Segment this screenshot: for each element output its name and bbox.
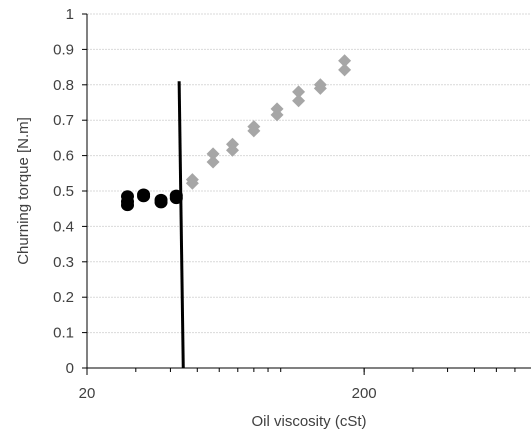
y-tick-labels: 0 0.1 0.2 0.3 0.4 0.5 0.6 0.7 0.8 0.9 1 xyxy=(53,6,87,377)
y-tick-label: 0.3 xyxy=(53,254,74,271)
data-point-diamond xyxy=(185,176,199,190)
x-tick-label: 200 xyxy=(352,385,377,402)
data-point-diamond xyxy=(313,81,327,95)
x-minor-ticks xyxy=(135,368,516,372)
data-point-circle xyxy=(169,192,183,205)
x-tick-labels: 20 200 xyxy=(79,368,377,402)
data-point-diamond xyxy=(292,94,306,108)
y-tick-label: 0.8 xyxy=(53,77,74,94)
data-point-circle xyxy=(137,190,151,203)
data-point-diamond xyxy=(338,63,352,77)
data-point-diamond xyxy=(226,143,240,157)
grid-lines xyxy=(87,13,531,334)
annotations xyxy=(177,81,185,369)
y-tick-label: 0.6 xyxy=(53,148,74,165)
y-tick-label: 0 xyxy=(66,360,74,377)
vertical-marker-line xyxy=(177,81,185,369)
data-point-diamond xyxy=(247,124,261,138)
x-axis-title: Oil viscosity (cSt) xyxy=(251,413,366,430)
data-point-diamond xyxy=(206,155,220,169)
y-tick-label: 0.4 xyxy=(53,218,74,235)
y-tick-label: 0.9 xyxy=(53,41,74,58)
y-tick-label: 0.5 xyxy=(53,183,74,200)
y-tick-label: 0.7 xyxy=(53,112,74,129)
y-tick-label: 0.1 xyxy=(53,325,74,342)
data-point-diamond xyxy=(338,54,352,68)
y-tick-label: 1 xyxy=(66,6,74,23)
data-points xyxy=(120,54,352,212)
data-point-circle xyxy=(154,196,168,209)
y-tick-label: 0.2 xyxy=(53,289,74,306)
data-point-diamond xyxy=(206,147,220,161)
y-axis-title: Churning torque [N.m] xyxy=(15,117,32,265)
data-point-diamond xyxy=(270,108,284,122)
data-point-circle xyxy=(120,199,134,212)
x-tick-label: 20 xyxy=(79,385,96,402)
data-point-diamond xyxy=(292,85,306,99)
